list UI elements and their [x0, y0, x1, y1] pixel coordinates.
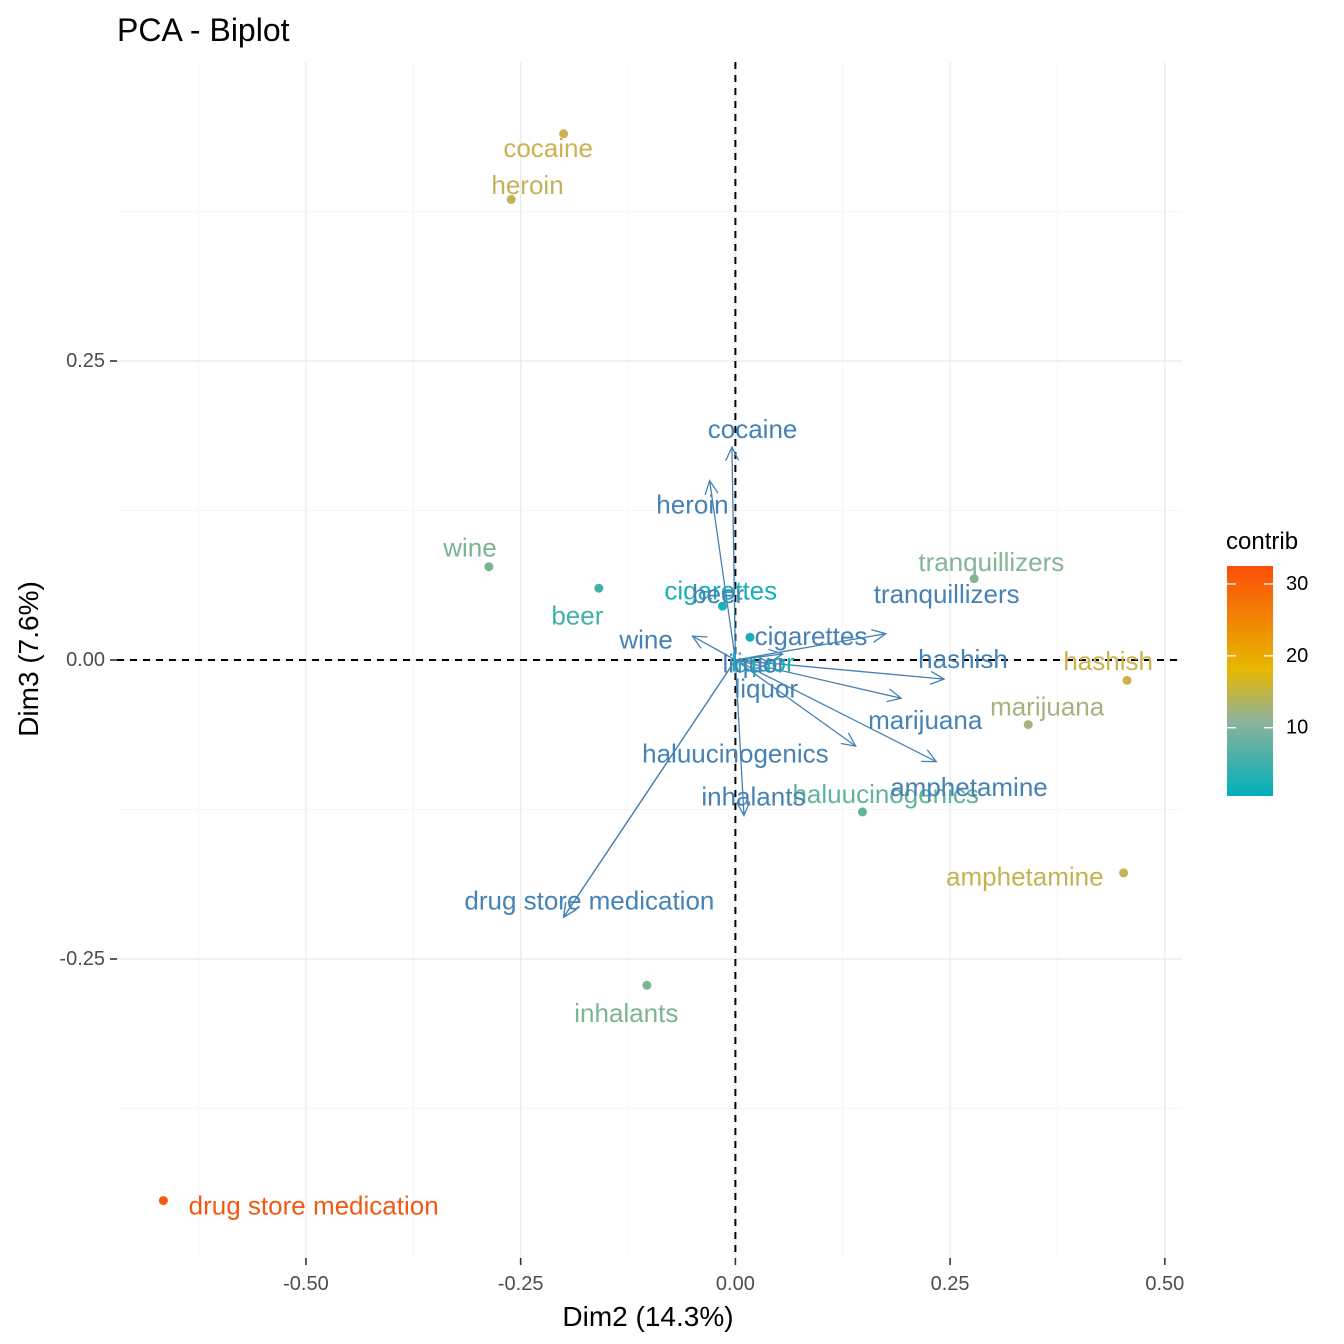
- arrow-shaft: [692, 635, 736, 661]
- variable-arrow: [725, 445, 740, 661]
- variable-arrow: [691, 635, 736, 661]
- arrow-shaft: [735, 659, 945, 680]
- individual-point: [858, 807, 867, 817]
- variable-arrow: [734, 659, 751, 817]
- individual-label: marijuana: [990, 692, 1105, 722]
- arrow-head: [929, 670, 946, 685]
- individual-label: tranquillizers: [918, 547, 1064, 577]
- variable-label: wine: [618, 625, 672, 655]
- arrow-head: [562, 902, 577, 919]
- x-axis-title: Dim2 (14.3%): [562, 1301, 733, 1332]
- x-tick-label: 0.50: [1145, 1273, 1184, 1295]
- individual-label: inhalants: [574, 998, 678, 1028]
- variable-arrow: [735, 659, 946, 685]
- arrow-head: [886, 688, 903, 703]
- arrow-head: [704, 479, 719, 496]
- arrow-head: [736, 801, 751, 817]
- variable-label: haluucinogenics: [642, 738, 828, 768]
- legend-tick-label: 30: [1286, 573, 1308, 595]
- contrib-legend: contrib 10 20 30: [1226, 528, 1308, 796]
- variable-label: drug store medication: [464, 885, 714, 915]
- x-tick-label: 0.25: [931, 1273, 970, 1295]
- arrow-head: [768, 648, 785, 663]
- individual-point: [559, 129, 569, 139]
- axes: -0.50 -0.25 0.00 0.25 0.50 -0.25 0.00 0.25: [59, 350, 1184, 1295]
- individual-label: heroin: [491, 170, 563, 200]
- individual-label: cigarettes: [664, 576, 777, 606]
- variable-label: liquor: [722, 649, 786, 679]
- x-tick-label: 0.00: [716, 1273, 755, 1295]
- x-tick-label: -0.50: [283, 1273, 329, 1295]
- arrow-shaft: [735, 659, 937, 763]
- individual-point: [1119, 868, 1129, 878]
- individual-point: [158, 1196, 168, 1206]
- y-axis-title: Dim3 (7.6%): [13, 581, 44, 737]
- legend-colorbar: [1227, 566, 1273, 796]
- x-tick-label: -0.25: [498, 1273, 544, 1295]
- variable-label: amphetamine: [890, 772, 1048, 802]
- individual-point: [745, 632, 755, 642]
- arrow-shaft: [708, 480, 737, 661]
- variable-arrow: [735, 659, 857, 747]
- arrow-head: [840, 732, 857, 747]
- y-tick-label: 0.00: [66, 649, 105, 671]
- individual-points: [158, 129, 1132, 1206]
- legend-title: contrib: [1226, 528, 1298, 555]
- variable-label: cigarettes: [755, 621, 868, 651]
- individual-label: drug store medication: [189, 1190, 439, 1220]
- variable-label: liquor: [735, 674, 799, 704]
- chart-title: PCA - Biplot: [117, 12, 290, 48]
- variable-label: inhalants: [701, 781, 805, 811]
- legend-tick-label: 20: [1286, 645, 1308, 667]
- individual-point: [642, 980, 652, 990]
- arrow-head: [921, 749, 938, 763]
- arrow-shaft: [735, 633, 886, 661]
- arrow-head: [725, 445, 740, 462]
- variable-label: hashish: [918, 644, 1008, 674]
- arrow-shaft: [734, 659, 745, 816]
- variable-arrow: [562, 659, 736, 919]
- individual-point: [1023, 720, 1033, 730]
- arrow-shaft: [735, 659, 902, 699]
- variable-label: heroin: [656, 490, 728, 520]
- variable-label: marijuana: [868, 705, 983, 735]
- individual-point: [718, 601, 728, 611]
- variable-arrow: [735, 628, 888, 661]
- individual-point: [969, 574, 979, 584]
- individual-label: wine: [442, 533, 496, 563]
- individual-point: [1122, 675, 1132, 685]
- variable-arrow: [704, 479, 737, 661]
- individual-point: [506, 195, 516, 205]
- individual-label: liquor: [731, 647, 795, 677]
- variable-label: cocaine: [708, 414, 798, 444]
- variable-label: beer: [692, 579, 744, 609]
- individual-label: haluucinogenics: [792, 779, 978, 809]
- y-tick-label: 0.25: [66, 350, 105, 372]
- arrow-head: [871, 628, 888, 643]
- individual-point: [594, 583, 604, 593]
- legend-ticks: 10 20 30: [1227, 573, 1308, 739]
- legend-tick-label: 10: [1286, 717, 1308, 739]
- arrow-shaft: [735, 659, 857, 747]
- arrow-shaft: [563, 659, 736, 918]
- individual-label: hashish: [1063, 646, 1153, 676]
- variable-arrows: [562, 445, 946, 919]
- individual-point: [484, 562, 494, 572]
- variable-label: tranquillizers: [874, 579, 1020, 609]
- arrow-shaft: [731, 447, 737, 661]
- variable-arrow: [735, 659, 903, 703]
- individual-label: amphetamine: [946, 861, 1104, 891]
- individual-label: beer: [551, 601, 603, 631]
- variable-arrow: [735, 659, 938, 763]
- arrow-head: [691, 635, 708, 649]
- text-labels: cocaineheroinwinebeercigarettesliquortra…: [189, 133, 1153, 1220]
- individual-label: cocaine: [503, 133, 593, 163]
- y-tick-label: -0.25: [59, 948, 105, 970]
